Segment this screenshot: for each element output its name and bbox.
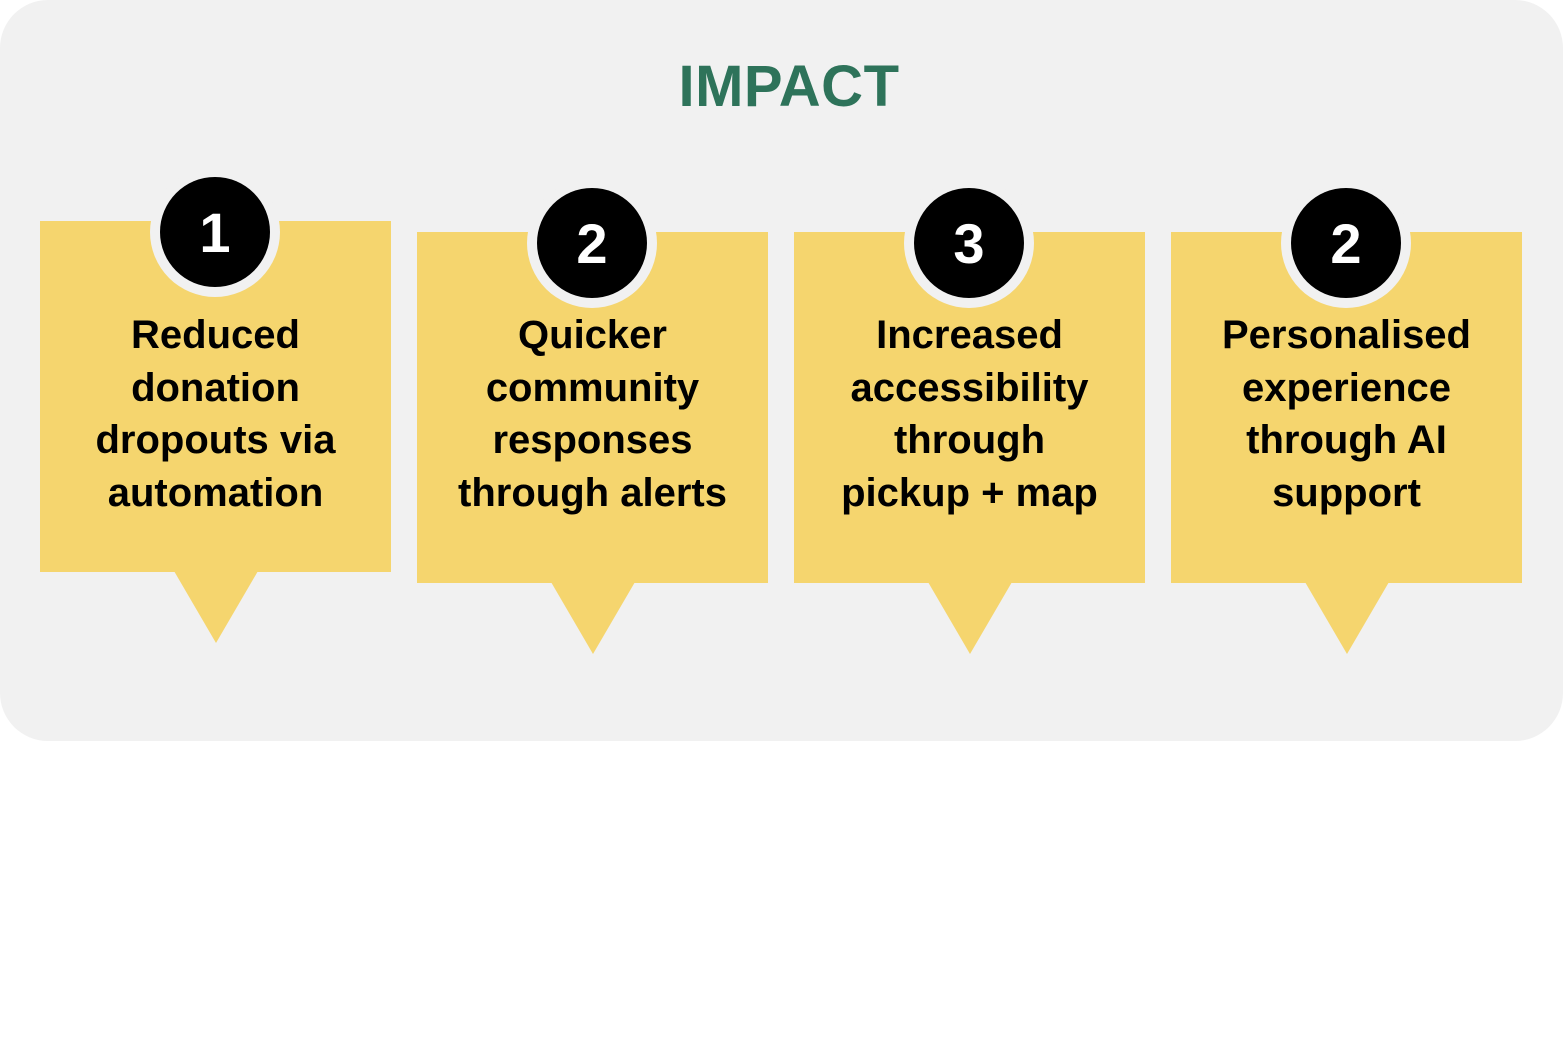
badge-ring: 3 bbox=[904, 178, 1034, 308]
impact-card: 3 Increased accessibility through pickup… bbox=[794, 178, 1145, 654]
number-badge: 2 bbox=[537, 188, 647, 298]
impact-card: 2 Quicker community responses through al… bbox=[417, 178, 768, 654]
impact-panel: IMPACT 1 Reduced donation dropouts via a… bbox=[0, 0, 1563, 741]
card-text: Personalised experience through AI suppo… bbox=[1221, 313, 1471, 515]
card-text: Quicker community responses through aler… bbox=[458, 313, 727, 515]
card-pointer bbox=[1305, 582, 1389, 654]
page-title: IMPACT bbox=[678, 54, 900, 119]
card-text: Reduced donation dropouts via automation bbox=[95, 313, 336, 515]
badge-ring: 2 bbox=[527, 178, 657, 308]
impact-card: 1 Reduced donation dropouts via automati… bbox=[40, 167, 391, 643]
number-badge: 1 bbox=[160, 177, 270, 287]
card-text: Increased accessibility through pickup +… bbox=[841, 313, 1098, 515]
impact-card: 2 Personalised experience through AI sup… bbox=[1171, 178, 1522, 654]
number-badge: 2 bbox=[1291, 188, 1401, 298]
number-badge: 3 bbox=[914, 188, 1024, 298]
badge-ring: 1 bbox=[150, 167, 280, 297]
card-pointer bbox=[551, 582, 635, 654]
card-pointer bbox=[174, 571, 258, 643]
badge-ring: 2 bbox=[1281, 178, 1411, 308]
card-pointer bbox=[928, 582, 1012, 654]
